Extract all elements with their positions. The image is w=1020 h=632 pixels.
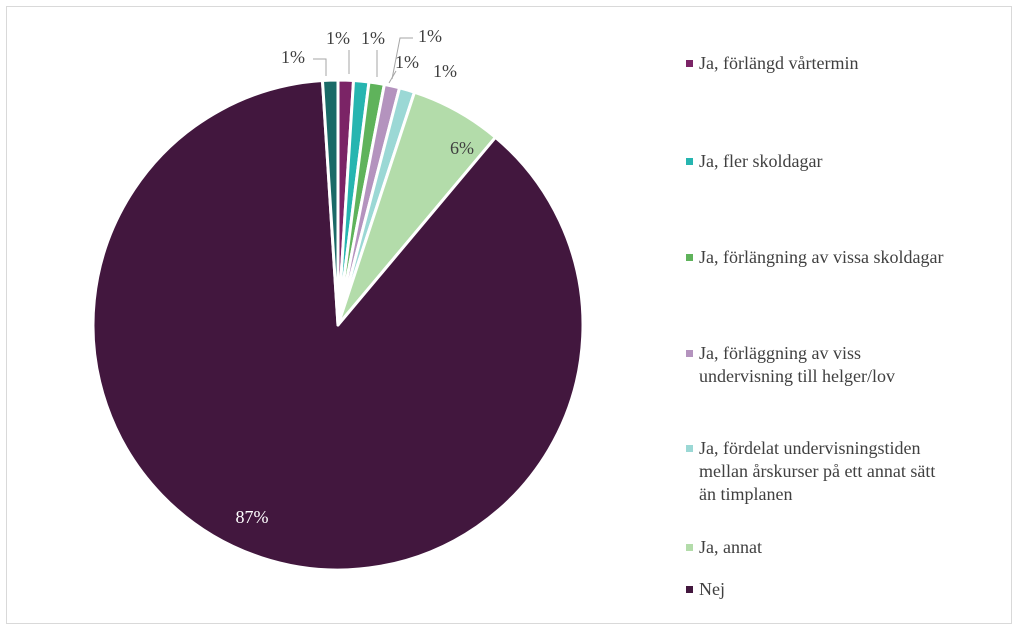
legend-label: Ja, fler skoldagar	[699, 151, 823, 171]
data-label: 1%	[361, 28, 385, 48]
legend-swatch	[686, 158, 693, 165]
legend-label: Ja, förlängd vårtermin	[699, 53, 859, 73]
data-label: 87%	[236, 507, 269, 527]
legend-swatch	[686, 60, 693, 67]
legend-label: Ja, fördelat undervisningstiden mellan å…	[699, 438, 936, 504]
legend-item-forlaggning: Ja, förläggning av viss undervisning til…	[686, 342, 1016, 388]
legend-item-forlangd-vartermin: Ja, förlängd vårtermin	[686, 52, 1016, 75]
chart-frame	[6, 6, 1012, 624]
legend-item-fordelat: Ja, fördelat undervisningstiden mellan å…	[686, 437, 1016, 506]
legend-label: Nej	[699, 579, 725, 599]
legend-item-fler-skoldagar: Ja, fler skoldagar	[686, 150, 1016, 173]
data-label: 1%	[326, 28, 350, 48]
legend-swatch	[686, 254, 693, 261]
data-label: 1%	[281, 47, 305, 67]
legend-item-annat: Ja, annat	[686, 536, 1016, 559]
legend-swatch	[686, 350, 693, 357]
legend-label: Ja, förläggning av viss undervisning til…	[699, 343, 895, 386]
leader-line	[388, 70, 397, 84]
legend-item-forlangning: Ja, förlängning av vissa skoldagar	[686, 246, 1016, 269]
leader-line	[391, 37, 413, 80]
data-label: 1%	[433, 61, 457, 81]
leader-line	[313, 58, 327, 76]
legend-swatch	[686, 586, 693, 593]
legend-item-nej: Nej	[686, 578, 1016, 601]
data-label: 1%	[418, 26, 442, 46]
pie-slice	[320, 78, 340, 327]
legend-swatch	[686, 445, 693, 452]
legend-label: Ja, annat	[699, 537, 762, 557]
data-label: 6%	[450, 138, 474, 158]
legend-label: Ja, förlängning av vissa skoldagar	[699, 247, 944, 267]
legend-swatch	[686, 544, 693, 551]
data-label: 1%	[395, 52, 419, 72]
